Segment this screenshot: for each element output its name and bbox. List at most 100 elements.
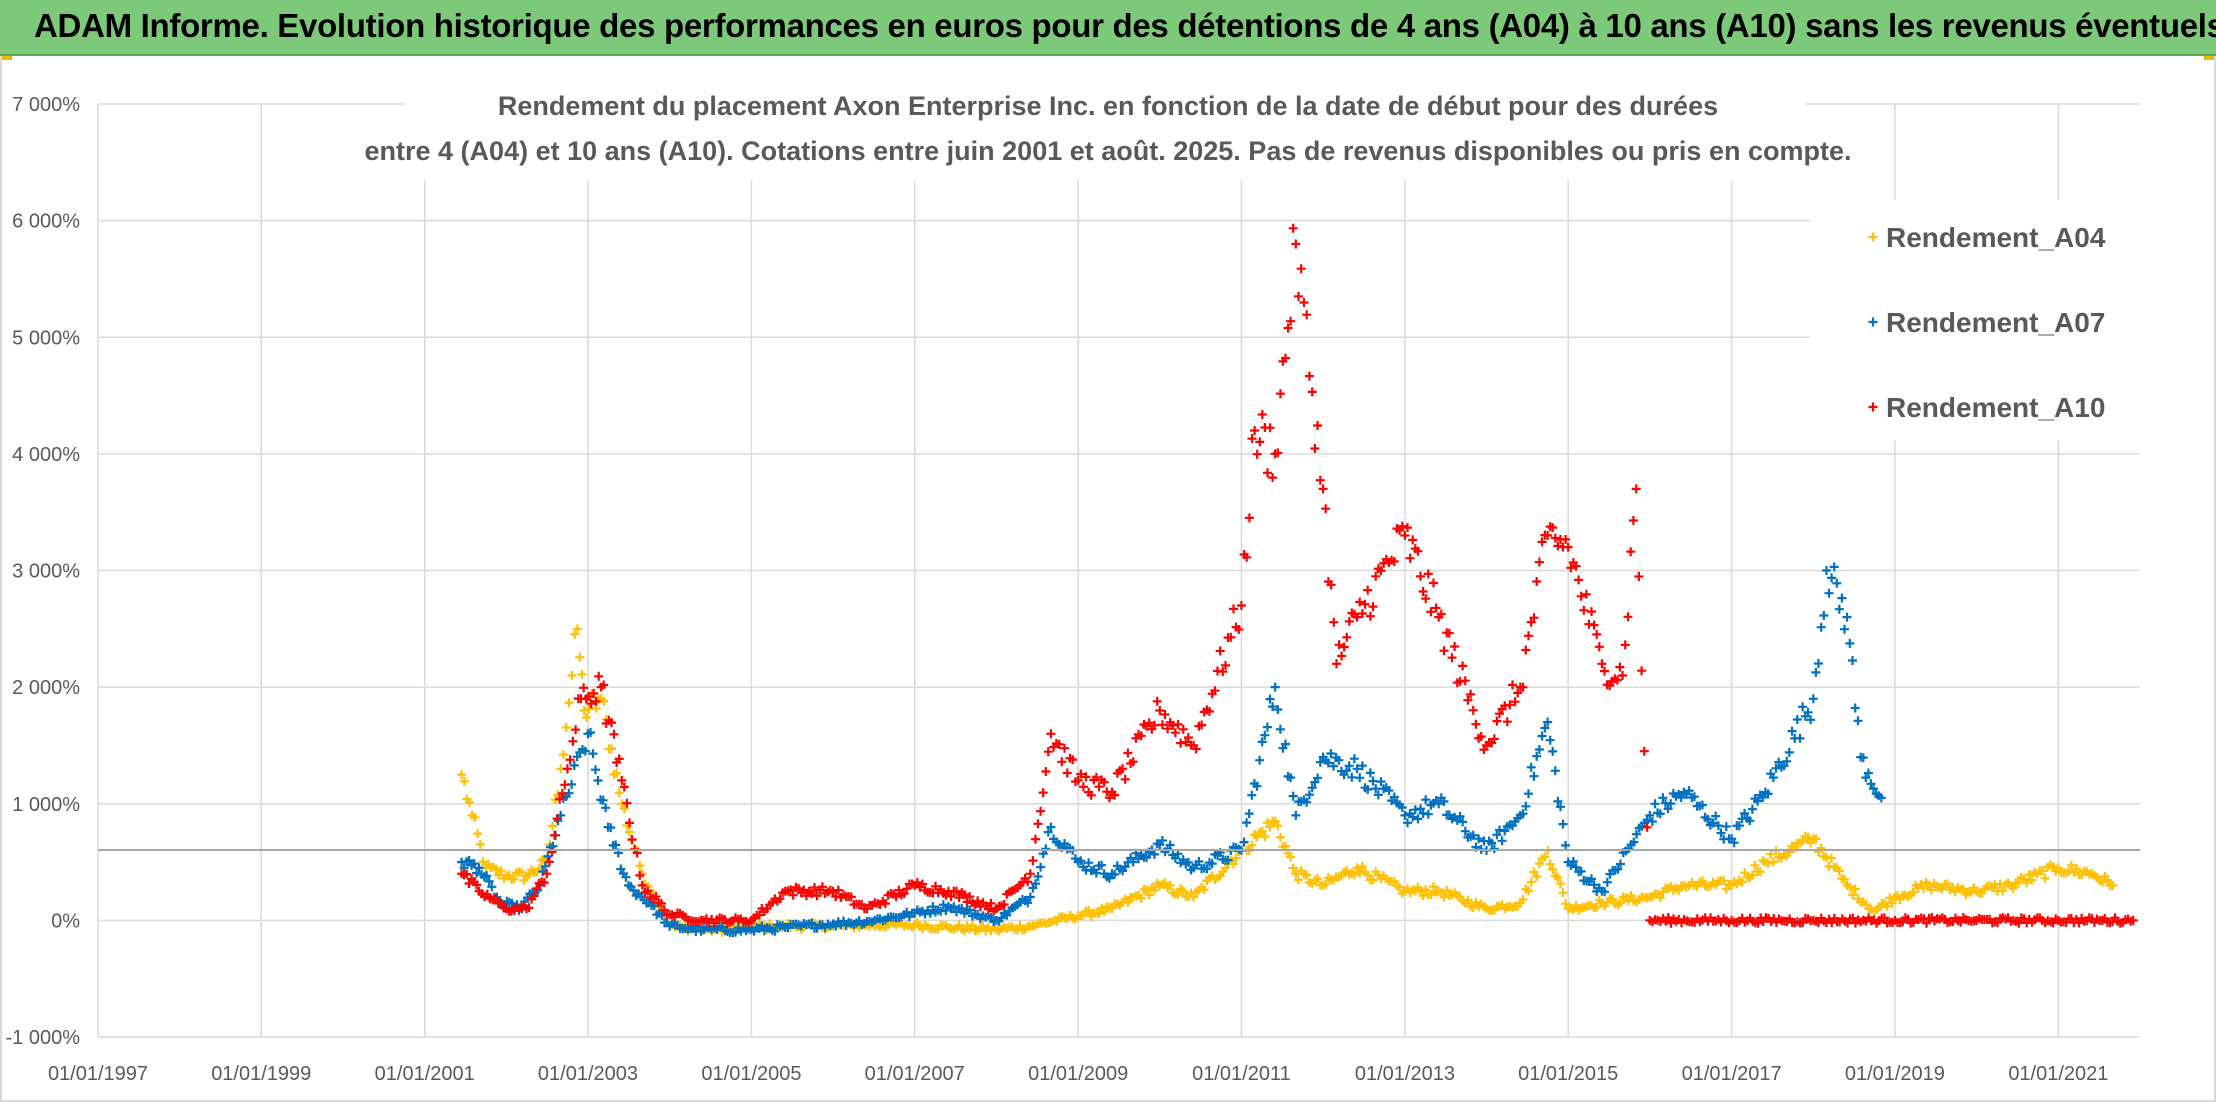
interpolated-point bbox=[588, 749, 598, 759]
interpolated-point bbox=[1942, 879, 1952, 889]
interpolated-point bbox=[1774, 757, 1784, 767]
interpolated-point bbox=[1191, 744, 1201, 754]
interpolated-point bbox=[1529, 867, 1539, 877]
interpolated-point bbox=[1439, 892, 1449, 902]
data-point bbox=[1352, 863, 1362, 873]
interpolated-point bbox=[539, 878, 549, 888]
interpolated-point bbox=[1357, 609, 1367, 619]
interpolated-point bbox=[1747, 870, 1757, 880]
interpolated-point bbox=[1194, 857, 1204, 866]
interpolated-point bbox=[1260, 730, 1270, 740]
interpolated-point bbox=[1183, 733, 1193, 742]
interpolated-point bbox=[469, 859, 479, 869]
interpolated-point bbox=[1589, 880, 1599, 890]
title-banner: ADAM Informe. Evolution historique des p… bbox=[0, 0, 2216, 56]
interpolated-point bbox=[1529, 613, 1539, 623]
data-point bbox=[1352, 764, 1362, 774]
interpolated-point bbox=[1689, 792, 1699, 802]
y-tick-label: 4 000% bbox=[12, 444, 80, 466]
interpolated-point bbox=[543, 851, 553, 861]
interpolated-point bbox=[607, 744, 616, 754]
x-tick-label: 01/01/2003 bbox=[538, 1063, 638, 1085]
interpolated-point bbox=[591, 696, 601, 706]
interpolated-point bbox=[1518, 682, 1528, 692]
interpolated-point bbox=[1395, 882, 1405, 892]
interpolated-point bbox=[557, 788, 567, 798]
interpolated-point bbox=[1703, 814, 1713, 824]
interpolated-point bbox=[1431, 796, 1441, 805]
interpolated-point bbox=[1363, 870, 1373, 880]
interpolated-point bbox=[1666, 799, 1676, 809]
interpolated-point bbox=[1302, 870, 1312, 880]
interpolated-point bbox=[1848, 656, 1857, 665]
interpolated-point bbox=[1845, 882, 1855, 892]
interpolated-point bbox=[1926, 885, 1936, 895]
interpolated-point bbox=[1071, 854, 1080, 864]
interpolated-point bbox=[1442, 885, 1452, 895]
interpolated-point bbox=[1071, 914, 1080, 924]
interpolated-point bbox=[2008, 883, 2018, 893]
interpolated-point bbox=[1674, 886, 1684, 896]
interpolated-point bbox=[1468, 705, 1478, 715]
interpolated-point bbox=[1550, 533, 1560, 543]
interpolated-point bbox=[1476, 732, 1486, 741]
interpolated-point bbox=[1463, 695, 1473, 705]
interpolated-point bbox=[1479, 745, 1489, 755]
data-point bbox=[1291, 810, 1301, 820]
interpolated-point bbox=[1041, 844, 1051, 854]
interpolated-point bbox=[1513, 901, 1523, 911]
interpolated-point bbox=[1811, 834, 1821, 844]
interpolated-point bbox=[1834, 604, 1844, 614]
interpolated-point bbox=[1816, 843, 1826, 853]
interpolated-point bbox=[635, 861, 645, 871]
interpolated-point bbox=[1863, 768, 1873, 778]
interpolated-point bbox=[1556, 879, 1565, 889]
interpolated-point bbox=[1866, 779, 1876, 789]
interpolated-point bbox=[1281, 739, 1290, 749]
interpolated-point bbox=[1629, 837, 1639, 847]
interpolated-point bbox=[1561, 840, 1571, 850]
interpolated-point bbox=[1257, 737, 1267, 747]
interpolated-point bbox=[2024, 870, 2034, 880]
interpolated-point bbox=[491, 864, 501, 874]
interpolated-point bbox=[547, 821, 557, 831]
interpolated-point bbox=[1958, 884, 1968, 894]
interpolated-point bbox=[1084, 858, 1094, 868]
interpolated-point bbox=[1368, 776, 1378, 786]
y-tick-label: 6 000% bbox=[12, 211, 80, 233]
interpolated-point bbox=[891, 892, 901, 902]
interpolated-point bbox=[938, 900, 948, 910]
interpolated-point bbox=[1288, 223, 1298, 233]
interpolated-point bbox=[1513, 813, 1523, 823]
interpolated-point bbox=[1697, 800, 1707, 810]
interpolated-point bbox=[1363, 585, 1373, 595]
data-point bbox=[1618, 671, 1627, 680]
interpolated-point bbox=[606, 823, 616, 833]
interpolated-point bbox=[2126, 916, 2135, 926]
interpolated-point bbox=[1181, 737, 1191, 747]
interpolated-point bbox=[1874, 791, 1884, 801]
corner-mark-right bbox=[2204, 56, 2216, 60]
interpolated-point bbox=[1524, 886, 1533, 896]
interpolated-point bbox=[517, 867, 526, 877]
interpolated-point bbox=[1497, 836, 1507, 846]
interpolated-point bbox=[965, 905, 975, 915]
interpolated-point bbox=[1157, 720, 1167, 730]
interpolated-point bbox=[1626, 891, 1636, 900]
interpolated-point bbox=[2103, 875, 2113, 885]
x-tick-label: 01/01/1997 bbox=[48, 1063, 148, 1085]
interpolated-point bbox=[553, 790, 563, 800]
interpolated-point bbox=[1879, 913, 1889, 923]
interpolated-point bbox=[1128, 757, 1138, 767]
interpolated-point bbox=[928, 902, 938, 912]
interpolated-point bbox=[2027, 875, 2037, 885]
interpolated-point bbox=[957, 903, 967, 913]
interpolated-point bbox=[1487, 838, 1497, 848]
interpolated-point bbox=[1265, 423, 1275, 433]
interpolated-point bbox=[1142, 885, 1151, 895]
interpolated-point bbox=[999, 900, 1009, 909]
y-tick-label: 1 000% bbox=[12, 794, 80, 816]
interpolated-point bbox=[1450, 642, 1460, 651]
interpolated-point bbox=[1922, 918, 1931, 928]
legend: Rendement_A04 Rendement_A07 Rendement_A10 bbox=[1810, 200, 2140, 440]
